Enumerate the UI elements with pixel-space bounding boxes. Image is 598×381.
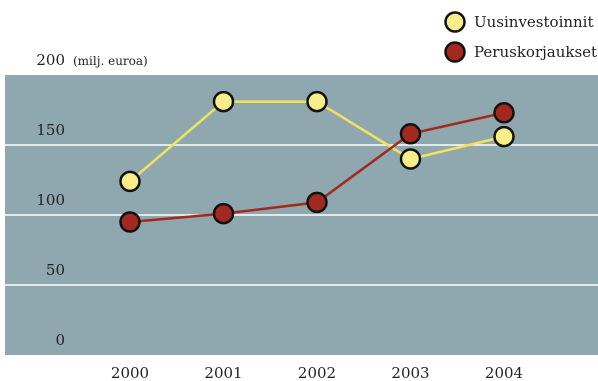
legend-item: Uusinvestoinnit (444, 11, 594, 33)
x-axis-ticks: 2000 2001 2002 2003 2004 (111, 364, 523, 381)
data-point (119, 170, 141, 193)
data-point (399, 148, 422, 170)
y-tick-label: 200 (36, 51, 65, 69)
data-point (119, 211, 141, 233)
data-point (212, 90, 235, 113)
data-point (306, 191, 328, 214)
y-tick-label: 100 (36, 191, 65, 209)
series-0 (119, 90, 515, 193)
data-point (399, 123, 422, 145)
x-tick-label: 2000 (111, 364, 149, 381)
x-tick-label: 2004 (485, 364, 523, 381)
legend-marker (444, 41, 466, 63)
x-tick-label: 2001 (204, 364, 242, 381)
data-point (306, 90, 328, 113)
legend-label: Uusinvestoinnit (474, 13, 594, 31)
legend-label: Peruskorjaukset (474, 43, 597, 61)
legend: Uusinvestoinnit Peruskorjaukset (444, 11, 597, 63)
y-tick-label: 0 (55, 331, 65, 349)
data-point (493, 125, 515, 148)
x-tick-label: 2003 (391, 364, 429, 381)
y-unit-label: (milj. euroa) (73, 54, 148, 68)
x-tick-label: 2002 (298, 364, 336, 381)
data-point (212, 202, 235, 225)
series-layer (119, 90, 515, 233)
y-tick-label: 50 (46, 261, 65, 279)
y-axis-ticks: 0 50 100 150 200 (36, 51, 65, 349)
legend-item: Peruskorjaukset (444, 41, 597, 63)
data-point (493, 102, 515, 124)
legend-marker (444, 11, 466, 33)
series-1 (119, 102, 515, 233)
y-tick-label: 150 (36, 121, 65, 139)
